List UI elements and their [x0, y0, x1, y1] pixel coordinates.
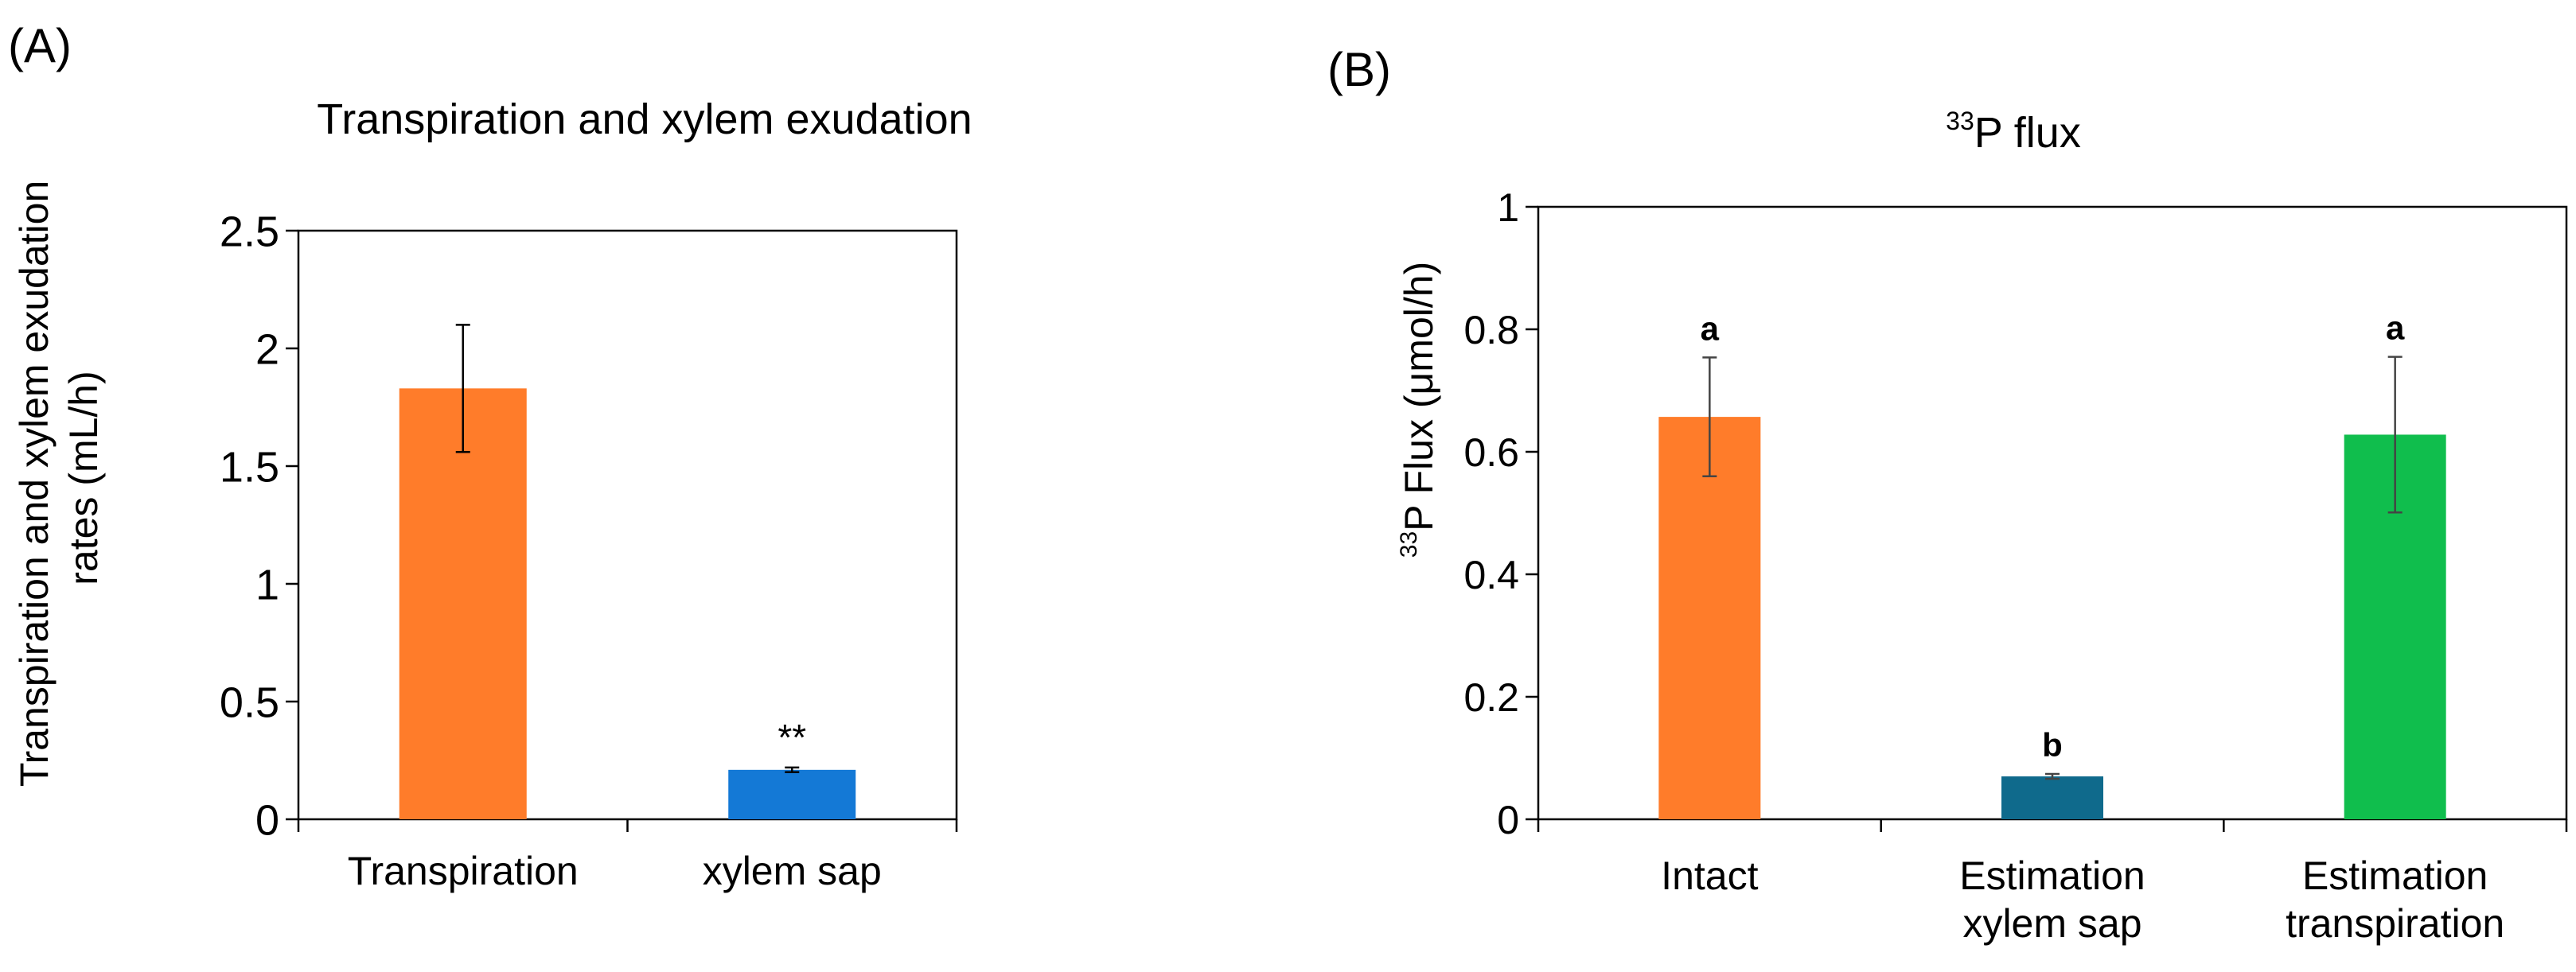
x-category-label-a: Transpiration	[348, 849, 579, 893]
chart-title-b: 33P flux	[1946, 107, 2081, 157]
bar-a-1	[399, 388, 527, 819]
bar-a-2	[728, 769, 856, 819]
y-tick-label-a: 0.5	[220, 678, 279, 726]
bar-b-1	[1658, 417, 1761, 819]
y-tick-label-a: 0	[255, 796, 279, 844]
panel-label-a: (A)	[8, 19, 72, 72]
plot-frame-a	[297, 229, 958, 821]
chart-title-a: Transpiration and xylem exudation	[317, 95, 972, 143]
panel-label-b: (B)	[1327, 43, 1391, 96]
x-category-label-b: Estimation	[2302, 853, 2488, 898]
x-category-label-b: Estimation	[1959, 853, 2145, 898]
x-category-label-b: Intact	[1661, 853, 1758, 898]
bar-b-2	[2001, 776, 2103, 819]
y-tick-label-b: 0.6	[1463, 430, 1519, 475]
y-tick-label-b: 0	[1497, 798, 1519, 842]
x-category-label-a: xylem sap	[703, 849, 882, 893]
significance-label-b-2: b	[2042, 726, 2063, 764]
significance-label-b-3: a	[2386, 309, 2405, 347]
significance-label-a-2: **	[777, 717, 806, 758]
y-axis-label-a: Transpiration and xylem exudation rates …	[12, 169, 106, 787]
y-tick-label-b: 0.2	[1463, 675, 1519, 720]
y-tick-label-a: 1.5	[220, 443, 279, 491]
y-tick-label-a: 2	[255, 325, 279, 373]
y-tick-label-a: 2.5	[220, 208, 279, 255]
y-tick-label-b: 0.8	[1463, 308, 1519, 352]
x-category-label-b: xylem sap	[1962, 901, 2141, 946]
y-tick-label-a: 1	[255, 561, 279, 608]
y-tick-label-b: 0.4	[1463, 553, 1519, 597]
significance-label-b-1: a	[1701, 309, 1720, 347]
x-category-label-b: transpiration	[2286, 901, 2504, 946]
y-tick-label-b: 1	[1497, 185, 1519, 230]
y-axis-label-b: 33P Flux (μmol/h)	[1396, 262, 1441, 558]
